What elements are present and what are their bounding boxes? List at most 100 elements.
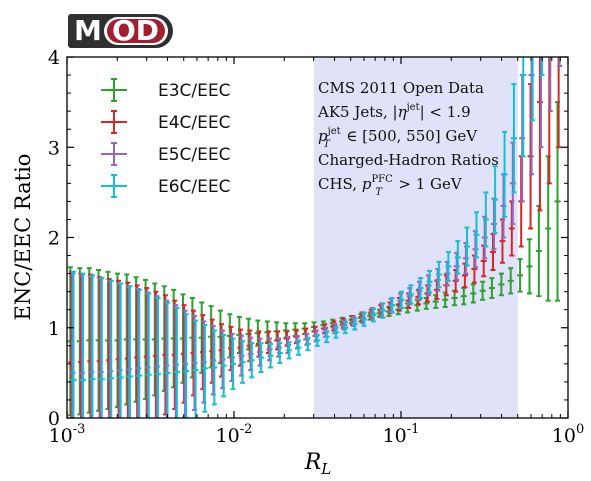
data-point [323,330,330,344]
x-tick-label: 10-1 [383,422,420,447]
annotation-line: CHS, pPFC T > 1 GeV [318,174,463,198]
data-point [164,301,171,418]
data-point [539,57,545,77]
data-point [351,317,358,331]
x-axis-label: RL [304,450,332,478]
data-point [526,238,533,295]
x-tick-label: 10-3 [49,422,86,447]
data-point [492,165,499,234]
legend-marker [101,142,127,166]
data-point [258,342,265,373]
data-point [530,57,536,122]
y-tick-label: 1 [48,318,60,340]
legend-entry: E6C/EEC [101,174,231,198]
data-point [379,302,386,319]
annotation-line: pjet T ∈ [500, 550] GeV [318,126,478,150]
data-point [510,83,517,194]
x-tick-label: 10-2 [216,422,253,447]
data-point [76,267,83,416]
y-tick-label: 4 [48,47,60,69]
data-point [248,342,255,379]
data-point [151,282,158,397]
data-point [192,319,199,418]
data-point [546,57,552,185]
y-axis-label: ENC/EEC Ratio [11,154,35,321]
legend-label: E6C/EEC [158,177,231,197]
data-point [332,325,339,339]
logo-letters-od: OD [112,14,160,47]
data-point [389,296,396,314]
data-point [89,274,96,418]
data-point [454,240,461,275]
data-point [286,341,293,360]
data-point [361,312,368,327]
data-point [154,296,161,418]
data-point [557,57,563,68]
logo-red-pill: OD [104,14,168,47]
data-point [230,337,237,391]
data-point [520,57,527,158]
data-point [538,57,544,149]
data-point [398,290,405,309]
data-point [426,269,433,294]
data-point [80,272,87,418]
y-tick-label: 2 [48,228,60,250]
data-point [416,280,423,301]
data-point [417,277,424,299]
data-point [370,307,377,323]
legend-marker [101,174,127,198]
annotation-box: CMS 2011 Open Data AK5 Jets, |ηjet| < 1.9… [317,79,499,198]
data-point [460,287,467,306]
data-point [501,130,508,218]
legend-entry: E5C/EEC [101,142,231,166]
data-point [267,342,274,369]
annotation-line: AK5 Jets, |ηjet| < 1.9 [317,102,471,121]
data-point [254,319,261,347]
logo-letter-m: M [74,14,102,47]
data-point [432,294,439,309]
data-point [482,191,489,248]
data-point [470,283,477,304]
legend-label: E5C/EEC [158,145,231,165]
data-point [488,277,495,299]
data-point [545,155,552,302]
data-point [201,324,208,413]
data-point [98,277,105,418]
data-point [435,260,442,289]
data-point [70,270,77,418]
data-point [498,272,505,297]
data-point [211,329,218,406]
data-point [314,333,321,347]
y-tick-label: 3 [48,137,60,159]
annotation-line: CMS 2011 Open Data [318,79,484,97]
legend-label: E4C/EEC [158,113,231,133]
data-point [548,0,554,21]
data-point [547,57,553,113]
legend-entry: E3C/EEC [101,78,231,102]
data-point [556,57,562,149]
data-point [535,204,542,298]
data-point [473,211,480,259]
data-point [86,267,93,414]
data-point [295,339,302,356]
data-point [117,282,124,418]
data-point [445,250,452,282]
data-point [479,280,486,301]
y-tick-label: 0 [48,408,60,430]
data-point [145,292,152,418]
data-point [507,267,514,295]
x-tick-label: 100 [552,422,584,447]
data-point [173,306,180,418]
legend: E3C/EEC E4C/EEC E5C/EEC E6C/EEC [101,78,231,198]
data-point [183,313,190,418]
data-point [407,284,414,305]
legend-marker [101,110,127,134]
data-point [517,258,524,293]
mod-logo: M OD [68,14,173,48]
annotation-line: Charged-Hadron Ratios [318,151,499,169]
data-point [463,226,470,267]
series-e6c-eec [70,0,554,418]
data-point [108,279,115,418]
data-point [342,321,349,335]
